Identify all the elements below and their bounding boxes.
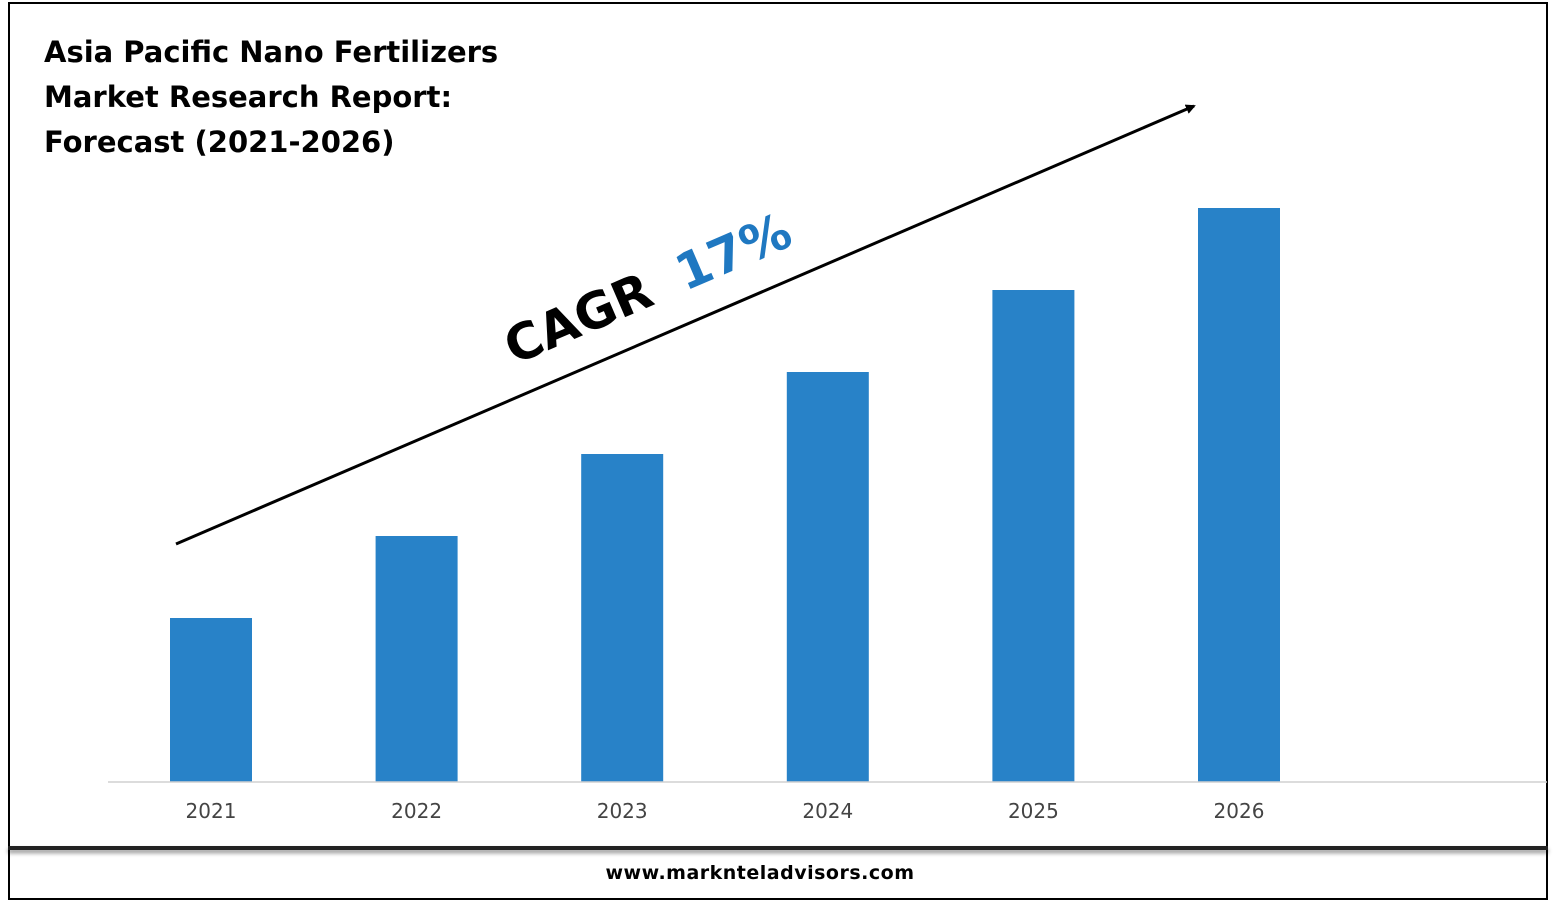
growth-trend-arrow <box>175 104 1196 546</box>
bar-2024 <box>786 372 869 782</box>
bars <box>170 208 1280 782</box>
x-tick-labels: 2021 2022 2023 2024 2025 2026 <box>186 799 1265 823</box>
cagr-label: CAGR <box>496 261 661 376</box>
footer-website: www.marknteladvisors.com <box>605 862 915 884</box>
chart-title: Asia Pacific Nano Fertilizers Market Res… <box>44 30 564 165</box>
cagr-value: 17% <box>667 202 800 303</box>
cagr-annotation: CAGR 17% <box>496 202 800 376</box>
footer-divider <box>8 846 1548 850</box>
bar-2022 <box>375 536 458 782</box>
title-line-3: Forecast (2021-2026) <box>44 125 395 159</box>
x-tick-label-2024: 2024 <box>802 799 853 823</box>
x-tick-label-2026: 2026 <box>1214 799 1265 823</box>
x-tick-label-2025: 2025 <box>1008 799 1059 823</box>
title-line-2: Market Research Report: <box>44 80 453 114</box>
bar-2025 <box>992 290 1075 782</box>
bar-2026 <box>1198 208 1280 782</box>
title-line-1: Asia Pacific Nano Fertilizers <box>44 35 499 69</box>
bar-2021 <box>170 618 252 782</box>
x-tick-label-2023: 2023 <box>597 799 648 823</box>
bar-2023 <box>581 454 664 782</box>
x-tick-label-2021: 2021 <box>186 799 237 823</box>
x-tick-label-2022: 2022 <box>391 799 442 823</box>
chart-frame <box>8 2 1548 900</box>
